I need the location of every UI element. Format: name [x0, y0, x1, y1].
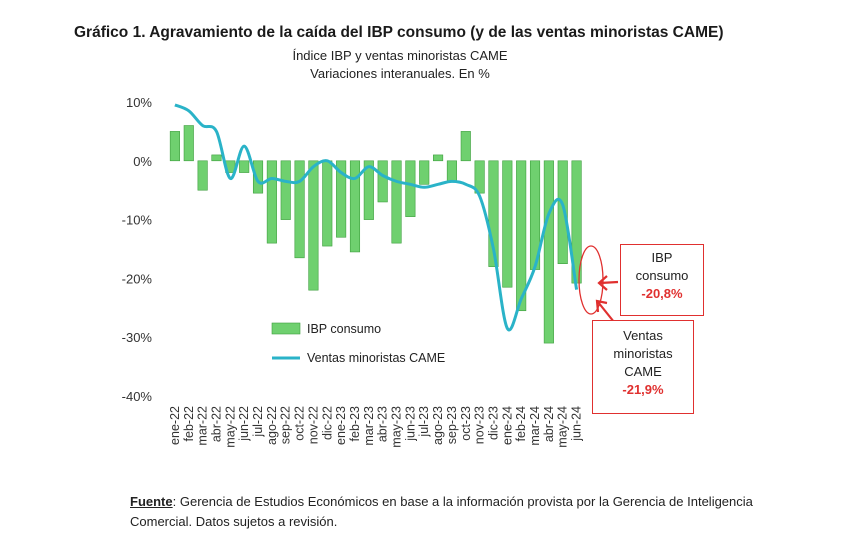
bar-ibp-consumo [391, 160, 402, 244]
bar-ibp-consumo [419, 160, 430, 185]
bar-ibp-consumo [502, 160, 513, 288]
x-tick-label: sep-22 [279, 406, 293, 444]
bar-ibp-consumo [266, 160, 277, 244]
bar-ibp-consumo [446, 160, 457, 182]
source-label: Fuente [130, 494, 173, 509]
x-tick-label: may-22 [223, 406, 237, 448]
callout-came-value: -21,9% [622, 382, 664, 397]
bar-ibp-consumo [460, 131, 471, 162]
bar-ibp-consumo [557, 160, 568, 265]
x-tick-label: sep-23 [445, 406, 459, 444]
bar-ibp-consumo [211, 154, 222, 162]
x-tick-label: nov-23 [473, 406, 487, 444]
x-tick-label: ene-22 [168, 406, 182, 445]
legend-swatch-ibp [271, 322, 301, 335]
x-tick-label: mar-23 [362, 406, 376, 446]
chart-subtitle: Índice IBP y ventas minoristas CAME [292, 48, 508, 63]
legend-label-ibp: IBP consumo [307, 322, 381, 336]
x-tick-label: jun-22 [237, 406, 251, 442]
bar-ibp-consumo [433, 154, 444, 162]
bar-ibp-consumo [294, 160, 305, 259]
x-tick-label: feb-22 [182, 406, 196, 441]
callout-came-line1: Ventas [623, 328, 663, 343]
bar-ibp-consumo [405, 160, 416, 217]
callout-ibp-line1: IBP [651, 250, 673, 265]
x-tick-label: ene-24 [500, 406, 514, 445]
x-tick-label: oct-22 [293, 406, 307, 441]
source-text: : Gerencia de Estudios Económicos en bas… [130, 494, 753, 529]
bar-ibp-consumo [280, 160, 291, 220]
x-tick-label: may-24 [556, 406, 570, 448]
y-tick-label: -30% [122, 330, 153, 345]
bar-ibp-consumo [322, 160, 333, 247]
x-tick-label: dic-23 [486, 406, 500, 440]
y-tick-label: -40% [122, 389, 153, 404]
chart-title: Gráfico 1. Agravamiento de la caída del … [74, 24, 724, 41]
arrow-came [595, 299, 615, 323]
chart-plot: 10%0%-10%-20%-30%-40%ene-22 feb-22 mar-22 a… [122, 95, 619, 448]
bar-ibp-consumo [363, 160, 374, 220]
x-tick-label: mar-24 [528, 406, 542, 446]
legend-label-came: Ventas minoristas CAME [307, 351, 445, 365]
source-note: Fuente: Gerencia de Estudios Económicos … [130, 492, 770, 532]
x-tick-label: ago-23 [431, 406, 445, 445]
callout-came: Ventas minoristas CAME -21,9% [592, 320, 694, 414]
bar-ibp-consumo [252, 160, 264, 194]
x-tick-label: feb-23 [348, 406, 362, 441]
callout-ibp-value: -20,8% [641, 286, 683, 301]
bar-ibp-consumo [543, 160, 554, 344]
x-tick-label: jun-24 [570, 406, 584, 442]
x-tick-label: feb-24 [514, 406, 528, 441]
bar-ibp-consumo [377, 160, 388, 203]
y-tick-label: -10% [122, 213, 153, 228]
callout-ibp-line2: consumo [635, 268, 689, 283]
bar-ibp-consumo [516, 160, 527, 312]
x-tick-label: nov-22 [306, 406, 320, 444]
x-tick-label: jun-23 [403, 406, 417, 442]
x-tick-label: ago-22 [265, 406, 279, 445]
bar-ibp-consumo [308, 160, 319, 291]
x-tick-label: dic-22 [320, 406, 334, 440]
y-tick-label: 10% [126, 95, 152, 110]
callout-came-line3: CAME [624, 364, 662, 379]
y-tick-label: 0% [133, 154, 152, 169]
callout-came-line2: minoristas [613, 346, 673, 361]
x-tick-label: mar-22 [196, 406, 210, 446]
chart-units-subtitle: Variaciones interanuales. En % [310, 66, 490, 81]
bar-ibp-consumo [197, 160, 208, 191]
bar-ibp-consumo [336, 160, 347, 238]
bar-ibp-consumo [183, 125, 194, 162]
bar-ibp-consumo [169, 131, 180, 162]
x-tick-label: abr-22 [209, 406, 223, 442]
y-tick-label: -20% [122, 271, 153, 286]
x-tick-label: abr-23 [376, 406, 390, 442]
x-tick-label: may-23 [390, 406, 404, 448]
bar-ibp-consumo [488, 160, 499, 267]
x-tick-label: jul-22 [251, 406, 265, 438]
x-tick-label: oct-23 [459, 406, 473, 441]
bar-ibp-consumo [239, 160, 250, 173]
line-ventas-came [174, 103, 579, 332]
arrow-ibp [597, 275, 619, 291]
bar-ibp-consumo [349, 160, 361, 253]
x-tick-label: ene-23 [334, 406, 348, 445]
x-tick-label: jul-23 [417, 406, 431, 438]
x-tick-label: abr-24 [542, 406, 556, 442]
callout-ibp: IBP consumo -20,8% [620, 244, 704, 316]
